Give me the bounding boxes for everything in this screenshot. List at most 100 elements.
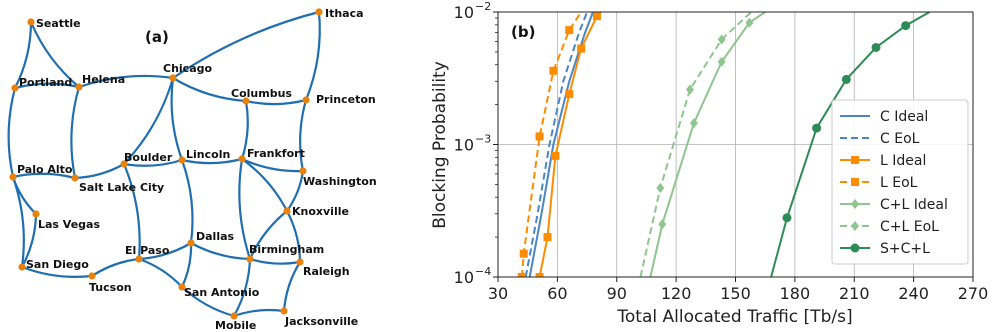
city-label-lincoln: Lincoln bbox=[186, 148, 230, 161]
data-point-l-ideal bbox=[543, 233, 552, 242]
city-label-boulder: Boulder bbox=[124, 151, 173, 164]
node-lincoln bbox=[178, 156, 186, 164]
link-raleigh-jacksonville bbox=[282, 261, 301, 312]
series-c-l-eol bbox=[639, 12, 752, 277]
series-line-c-ideal bbox=[528, 12, 594, 277]
data-point-s-c-l bbox=[812, 123, 822, 133]
node-portland bbox=[11, 84, 19, 92]
node-dallas bbox=[187, 239, 195, 247]
node-tucson bbox=[88, 272, 96, 280]
series-line-c-l-eol bbox=[639, 12, 752, 277]
city-label-palo-alto: Palo Alto bbox=[17, 163, 73, 176]
series-c-ideal bbox=[528, 12, 594, 277]
panel-b-label: (b) bbox=[511, 23, 535, 41]
city-label-raleigh: Raleigh bbox=[303, 265, 350, 278]
link-frankfort-washington bbox=[241, 157, 304, 173]
node-birmingham bbox=[246, 255, 254, 263]
link-washington-knoxville bbox=[286, 170, 305, 212]
legend-label: L Ideal bbox=[880, 153, 926, 169]
x-tick-label-240: 240 bbox=[898, 284, 929, 303]
network-topology-panel: Seattle Portland Helena Chicago Ithaca Columb… bbox=[7, 7, 377, 332]
legend-marker bbox=[851, 156, 859, 164]
city-label-portland: Portland bbox=[19, 76, 72, 89]
data-point-l-eol bbox=[565, 26, 574, 35]
data-point-s-c-l bbox=[782, 213, 792, 223]
node-mobile bbox=[230, 312, 238, 320]
y-axis-label: Blocking Probability bbox=[430, 61, 450, 229]
link-chicago-ithaca bbox=[172, 10, 320, 79]
y-tick-label-1e−2: 10 bbox=[454, 3, 474, 22]
x-tick-label-90: 90 bbox=[607, 284, 627, 303]
node-las-vegas bbox=[32, 210, 40, 218]
blocking-probability-chart: 30 60 90 120 150 180 210 240 270 10−410−310−2 To… bbox=[430, 0, 988, 327]
data-point-s-c-l bbox=[871, 42, 881, 52]
node-washington bbox=[299, 167, 307, 175]
data-point-s-c-l bbox=[901, 21, 911, 31]
link-san-diego-tucson bbox=[21, 265, 93, 279]
node-el-paso bbox=[135, 255, 143, 263]
node-san-antonio bbox=[178, 283, 186, 291]
link-birmingham-mobile bbox=[233, 258, 252, 317]
link-knoxville-raleigh bbox=[286, 210, 302, 263]
city-label-dallas: Dallas bbox=[196, 230, 235, 243]
x-tick-label-180: 180 bbox=[780, 284, 811, 303]
legend-entry-l-eol: L EoL bbox=[840, 175, 918, 191]
x-axis-ticks: 30 60 90 120 150 180 210 240 270 bbox=[488, 277, 988, 303]
legend-box bbox=[831, 99, 969, 265]
legend-entry-s-c-l: S+C+L bbox=[840, 241, 930, 257]
y-axis-ticks: 10−410−310−2 bbox=[454, 0, 498, 287]
link-ithaca-princeton bbox=[304, 11, 321, 101]
link-birmingham-raleigh bbox=[249, 257, 301, 265]
series-line-c-l-ideal bbox=[649, 12, 766, 277]
city-label-chicago: Chicago bbox=[163, 62, 212, 75]
legend-entry-c-ideal: C Ideal bbox=[840, 109, 928, 125]
series-l-ideal bbox=[535, 12, 602, 277]
link-palo-alto-san-diego bbox=[11, 176, 25, 268]
chart-legend: C Ideal C EoL L Ideal L EoL C+L Ideal C+L EoL… bbox=[831, 99, 969, 265]
node-jacksonville bbox=[280, 307, 288, 315]
legend-label: C+L Ideal bbox=[880, 197, 948, 213]
y-tick-exponent: −2 bbox=[475, 0, 491, 13]
data-point-l-ideal bbox=[565, 90, 574, 99]
city-label-jacksonville: Jacksonville bbox=[284, 315, 358, 328]
data-point-c-l-eol bbox=[717, 34, 726, 45]
y-tick-label-1e−4: 10 bbox=[454, 268, 474, 287]
data-point-l-ideal bbox=[592, 12, 601, 21]
link-seattle-helena bbox=[29, 21, 80, 88]
data-point-l-ideal bbox=[535, 273, 544, 277]
data-point-l-eol bbox=[549, 66, 558, 75]
link-princeton-washington bbox=[299, 99, 308, 172]
x-tick-label-120: 120 bbox=[661, 284, 692, 303]
city-label-ithaca: Ithaca bbox=[325, 7, 364, 20]
link-palo-alto-las-vegas bbox=[11, 176, 37, 215]
data-point-l-eol bbox=[535, 132, 544, 141]
city-label-san-diego: San Diego bbox=[26, 258, 89, 271]
data-point-c-l-ideal bbox=[689, 118, 698, 129]
link-helena-chicago bbox=[78, 74, 174, 89]
legend-label: S+C+L bbox=[880, 241, 930, 257]
link-columbus-frankfort bbox=[240, 100, 249, 160]
city-label-tucson: Tucson bbox=[89, 281, 132, 294]
link-palo-alto-salt-lake bbox=[12, 172, 76, 180]
node-frankfort bbox=[238, 155, 246, 163]
network-nodes: Seattle Portland Helena Chicago Ithaca Columb… bbox=[9, 7, 377, 332]
city-label-helena: Helena bbox=[82, 73, 125, 86]
x-tick-label-210: 210 bbox=[839, 284, 870, 303]
panel-a-label: (a) bbox=[145, 28, 169, 46]
node-columbus bbox=[242, 97, 250, 105]
link-seattle-portland bbox=[14, 21, 33, 89]
series-c-l-ideal bbox=[649, 12, 766, 277]
legend-entry-l-ideal: L Ideal bbox=[840, 153, 926, 169]
data-point-l-eol bbox=[519, 249, 528, 258]
link-san-antonio-mobile bbox=[181, 286, 235, 318]
city-label-el-paso: El Paso bbox=[125, 244, 170, 257]
link-frankfort-knoxville bbox=[241, 158, 288, 212]
node-san-diego bbox=[18, 263, 26, 271]
x-tick-label-270: 270 bbox=[958, 284, 989, 303]
data-point-l-eol bbox=[517, 273, 526, 277]
node-princeton bbox=[302, 96, 310, 104]
data-point-c-l-ideal bbox=[745, 17, 754, 28]
link-boulder-lincoln bbox=[123, 158, 183, 167]
link-frankfort-birmingham bbox=[238, 158, 252, 260]
legend-marker bbox=[851, 221, 859, 231]
